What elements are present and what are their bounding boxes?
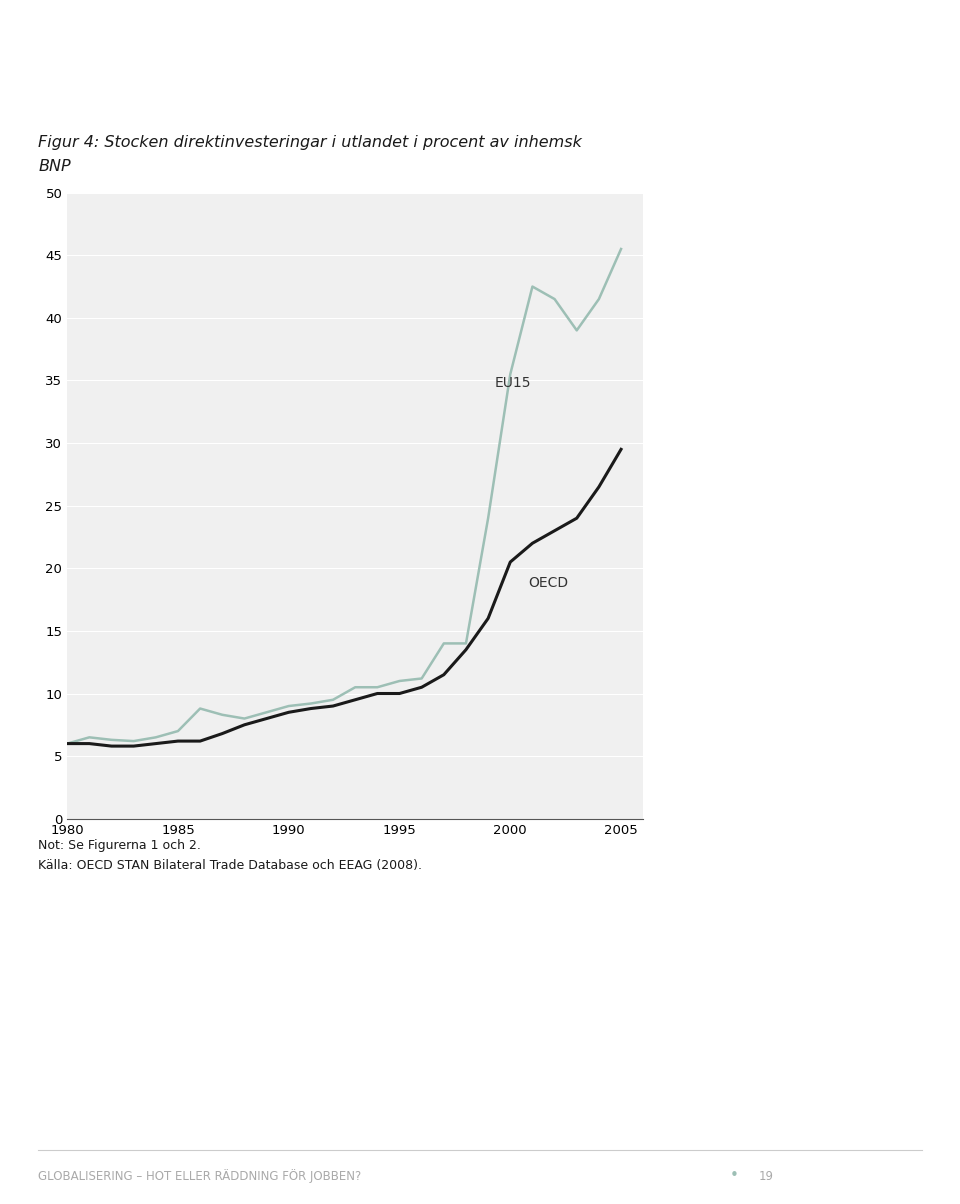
Text: Not: Se Figurerna 1 och 2.: Not: Se Figurerna 1 och 2. <box>38 839 202 851</box>
Text: 19: 19 <box>758 1170 774 1182</box>
Text: BNP: BNP <box>38 159 71 173</box>
Text: Figur 4: Stocken direktinvesteringar i utlandet i procent av inhemsk: Figur 4: Stocken direktinvesteringar i u… <box>38 135 583 149</box>
Text: OECD: OECD <box>528 576 568 590</box>
Text: EU15: EU15 <box>494 376 531 390</box>
Text: •: • <box>730 1168 738 1182</box>
Text: Källa: OECD STAN Bilateral Trade Database och EEAG (2008).: Källa: OECD STAN Bilateral Trade Databas… <box>38 860 422 872</box>
Text: GLOBALISERING – HOT ELLER RÄDDNING FÖR JOBBEN?: GLOBALISERING – HOT ELLER RÄDDNING FÖR J… <box>38 1169 362 1182</box>
